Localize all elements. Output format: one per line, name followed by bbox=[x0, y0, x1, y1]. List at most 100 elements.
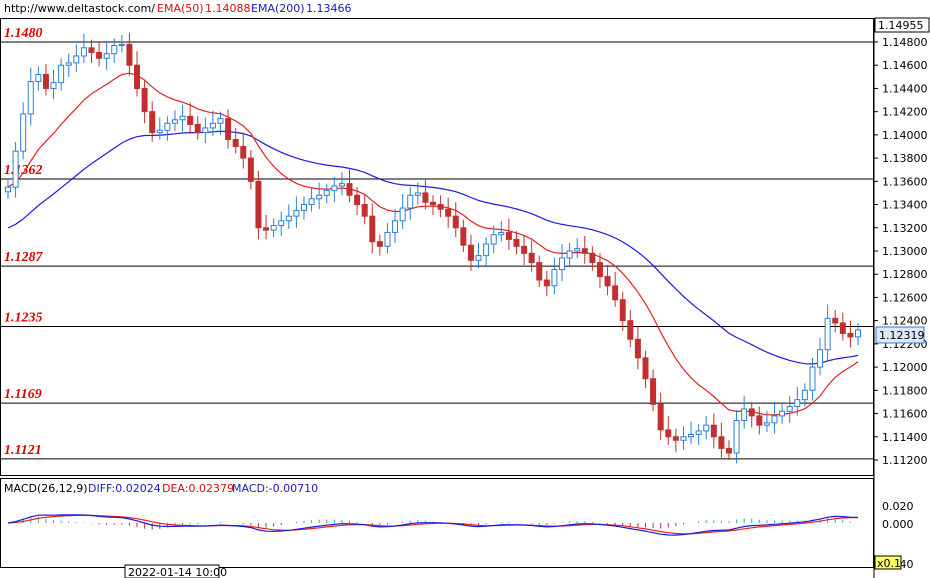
candle bbox=[414, 182, 421, 205]
candle bbox=[460, 219, 467, 253]
candle bbox=[134, 51, 141, 97]
candlesticks bbox=[5, 32, 861, 464]
top-price-box: 1.14955 bbox=[874, 17, 930, 33]
candle bbox=[12, 141, 19, 198]
price-axis: 1.14800 1.14600 1.14400 1.14200 1.14000 1.138… bbox=[874, 36, 928, 467]
candle bbox=[536, 255, 543, 287]
candle bbox=[430, 195, 436, 216]
candle bbox=[96, 41, 103, 67]
candle bbox=[847, 320, 854, 348]
macd-value: MACD:-0.00710 bbox=[232, 482, 318, 495]
candle bbox=[596, 253, 603, 289]
price-tick-label: 1.13000 bbox=[882, 245, 928, 258]
candle bbox=[832, 310, 839, 333]
price-tick-label: 1.14200 bbox=[882, 106, 928, 119]
candle bbox=[627, 310, 634, 348]
candle bbox=[490, 225, 497, 254]
candle bbox=[528, 240, 535, 272]
candle bbox=[194, 116, 201, 140]
candle bbox=[141, 80, 148, 124]
macd-scale-text: x0.1 bbox=[877, 557, 901, 570]
level-label: 1.1287 bbox=[4, 250, 44, 265]
candle bbox=[604, 264, 611, 296]
price-tick-label: 1.14400 bbox=[882, 82, 928, 95]
candle bbox=[839, 312, 846, 341]
candle bbox=[50, 69, 57, 99]
candle bbox=[657, 392, 664, 441]
candle bbox=[619, 291, 626, 332]
candle bbox=[741, 396, 748, 429]
candle bbox=[467, 234, 474, 271]
candle bbox=[786, 396, 793, 423]
candle bbox=[422, 180, 429, 210]
candle bbox=[255, 170, 262, 240]
candle bbox=[642, 350, 649, 389]
price-tick-label: 1.12800 bbox=[882, 268, 928, 281]
candle bbox=[111, 38, 118, 63]
candle bbox=[809, 357, 816, 401]
candle bbox=[88, 39, 95, 63]
candle bbox=[725, 440, 732, 460]
candle bbox=[483, 237, 490, 268]
candle bbox=[65, 53, 72, 77]
candle bbox=[202, 117, 209, 144]
candle bbox=[688, 421, 695, 444]
candle bbox=[80, 33, 87, 63]
candle bbox=[733, 410, 740, 464]
price-tick-label: 1.14800 bbox=[882, 36, 928, 49]
candle bbox=[779, 403, 786, 425]
candle bbox=[20, 102, 27, 160]
ema200-label: EMA(200) bbox=[251, 2, 305, 15]
crosshair-time-text: 2022-01-14 10:00 bbox=[128, 566, 227, 578]
candle bbox=[278, 211, 285, 236]
candle bbox=[824, 304, 831, 362]
macd-header: MACD(26,12,9) DIFF:0.02024 DEA:0.02379 M… bbox=[4, 482, 318, 495]
price-tick-label: 1.14600 bbox=[882, 59, 928, 72]
candle bbox=[718, 422, 725, 458]
candle bbox=[35, 66, 42, 91]
candle bbox=[703, 415, 710, 440]
candle bbox=[247, 149, 254, 190]
candle bbox=[338, 172, 345, 196]
candle bbox=[680, 426, 687, 450]
candle bbox=[665, 415, 672, 445]
price-tick-label: 1.13600 bbox=[882, 175, 928, 188]
candle bbox=[437, 195, 444, 218]
candle bbox=[164, 116, 171, 141]
candle bbox=[505, 218, 512, 250]
candle bbox=[42, 64, 49, 96]
candle bbox=[225, 109, 232, 149]
candle bbox=[748, 401, 755, 428]
support-resistance-levels: 1.1480 1.1362 1.1287 1.1235 1.1169 1.1121 bbox=[0, 26, 874, 460]
candle bbox=[498, 220, 505, 242]
macd-tick: 0.020 bbox=[882, 500, 914, 513]
candle bbox=[612, 271, 619, 307]
level-label: 1.1480 bbox=[4, 26, 43, 41]
candle bbox=[323, 183, 330, 204]
candle bbox=[179, 104, 186, 132]
candle bbox=[589, 246, 596, 271]
candle bbox=[763, 411, 770, 433]
ema50-path bbox=[7, 72, 859, 416]
candle bbox=[346, 169, 353, 203]
macd-diff: DIFF:0.02024 bbox=[88, 482, 161, 495]
price-tick-label: 1.12000 bbox=[882, 361, 928, 374]
candle bbox=[293, 196, 300, 228]
candle bbox=[209, 110, 216, 137]
level-label: 1.1169 bbox=[4, 387, 42, 402]
candle bbox=[376, 234, 383, 256]
candle bbox=[232, 127, 239, 154]
candle bbox=[240, 132, 247, 169]
macd-scale-badge[interactable]: x0.1 bbox=[874, 555, 902, 570]
ema50-label: EMA(50) bbox=[157, 2, 204, 15]
ema50-line bbox=[7, 72, 859, 416]
diff-line bbox=[7, 514, 859, 536]
candle bbox=[156, 117, 163, 140]
current-price-box: 1.12319 bbox=[875, 326, 925, 344]
candle bbox=[551, 257, 558, 294]
crosshair-time: 2022-01-14 10:00 bbox=[124, 564, 227, 578]
candle bbox=[574, 238, 581, 258]
candle bbox=[650, 369, 657, 412]
candle bbox=[217, 111, 224, 135]
